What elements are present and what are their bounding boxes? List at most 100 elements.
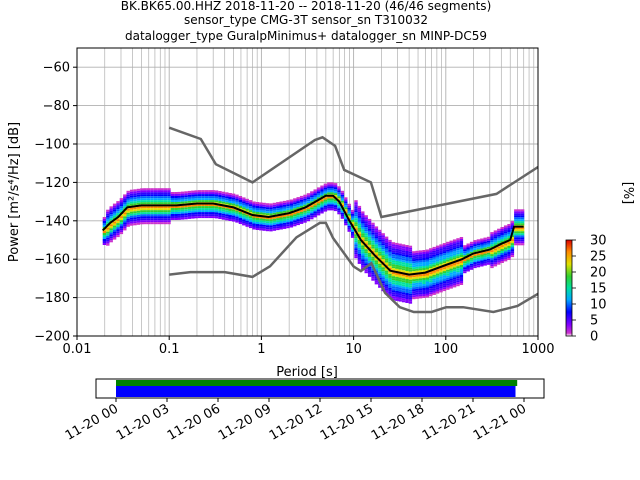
heatmap-cell (333, 191, 338, 194)
heatmap-cell (201, 200, 205, 203)
heatmap-cell (306, 215, 311, 218)
heatmap-cell (310, 193, 314, 196)
heatmap-cell (153, 222, 158, 225)
heatmap-cell (497, 232, 501, 235)
heatmap-cell (401, 286, 406, 289)
heatmap-cell (412, 281, 416, 284)
heatmap-cell (497, 258, 501, 261)
heatmap-cell (418, 292, 423, 295)
heatmap-cell (133, 221, 137, 224)
heatmap-cell (143, 212, 147, 215)
heatmap-cell (276, 226, 280, 229)
heatmap-cell (163, 196, 168, 199)
heatmap-cell (184, 215, 188, 218)
heatmap-cell (255, 226, 260, 228)
heatmap-cell (459, 279, 464, 281)
heatmap-cell (412, 261, 416, 264)
heatmap-cell (459, 281, 464, 283)
heatmap-cell (330, 186, 334, 189)
heatmap-cell (381, 245, 385, 248)
heatmap-cell (174, 216, 178, 218)
heatmap-cell (279, 201, 283, 204)
heatmap-cell (466, 259, 470, 262)
heatmap-cell (123, 224, 127, 227)
heatmap-cell (153, 210, 158, 213)
heatmap-cell (344, 197, 348, 200)
heatmap-cell (320, 189, 324, 192)
heatmap-cell (354, 206, 358, 209)
heatmap-cell (194, 206, 198, 209)
heatmap-cell (408, 281, 413, 284)
heatmap-cell (238, 198, 243, 200)
heatmap-cell (282, 208, 287, 211)
heatmap-cell (476, 263, 481, 266)
heatmap-cell (109, 236, 113, 239)
heatmap-cell (456, 282, 460, 285)
heatmap-cell (293, 218, 297, 221)
heatmap-cell (517, 233, 521, 236)
heatmap-cell (330, 200, 334, 203)
heatmap-cell (374, 278, 379, 281)
heatmap-cell (180, 211, 185, 214)
heatmap-cell (170, 212, 175, 214)
heatmap-cell (133, 189, 137, 192)
heatmap-cell (371, 238, 375, 241)
heatmap-cell (364, 249, 368, 252)
heatmap-cell (486, 252, 491, 255)
heatmap-cell (476, 249, 481, 252)
heatmap-cell (296, 199, 300, 202)
heatmap-cell (293, 206, 297, 209)
heatmap-cell (133, 195, 137, 198)
heatmap-cell (391, 284, 396, 287)
heatmap-cell (221, 215, 226, 218)
heatmap-cell (459, 239, 464, 241)
heatmap-cell (384, 280, 389, 283)
heatmap-cell (333, 185, 338, 188)
heatmap-cell (510, 221, 515, 224)
heatmap-cell (435, 249, 440, 252)
heatmap-cell (313, 205, 317, 208)
heatmap-cell (415, 292, 419, 295)
heatmap-cell (449, 248, 453, 251)
timeline-tick-label: 11-20 15 (318, 401, 376, 443)
heatmap-cell (371, 258, 375, 261)
heatmap-cell (235, 206, 239, 209)
heatmap-cell (184, 191, 188, 194)
heatmap-cell (279, 215, 283, 218)
heatmap-cell (418, 290, 423, 293)
heatmap-cell (218, 211, 222, 213)
heatmap-cell (187, 214, 192, 217)
heatmap-cell (201, 206, 205, 209)
heatmap-cell (422, 254, 426, 256)
heatmap-cell (119, 232, 124, 235)
heatmap-cell (316, 209, 321, 212)
heatmap-cell (143, 188, 147, 191)
heatmap-cell (167, 220, 171, 223)
heatmap-cell (248, 208, 253, 211)
heatmap-cell (408, 285, 413, 288)
heatmap-cell (252, 219, 256, 222)
heatmap-cell (187, 198, 192, 201)
heatmap-cell (425, 249, 430, 252)
heatmap-cell (405, 279, 409, 281)
colorbar-tick-label: 30 (590, 234, 607, 249)
heatmap-cell (276, 224, 280, 227)
heatmap-cell (357, 217, 362, 220)
heatmap-cell (469, 249, 474, 252)
heatmap-cell (388, 277, 392, 280)
heatmap-cell (452, 269, 457, 272)
heatmap-cell (289, 219, 294, 222)
heatmap-cell (225, 200, 229, 203)
heatmap-cell (167, 216, 171, 219)
heatmap-cell (442, 257, 447, 260)
heatmap-cell (112, 207, 117, 210)
heatmap-cell (228, 197, 232, 199)
heatmap-cell (503, 247, 508, 250)
heatmap-cell (466, 265, 470, 268)
heatmap-cell (425, 273, 430, 276)
heatmap-cell (238, 222, 243, 224)
heatmap-cell (116, 203, 120, 206)
heatmap-cell (357, 231, 362, 234)
heatmap-cell (262, 220, 266, 223)
